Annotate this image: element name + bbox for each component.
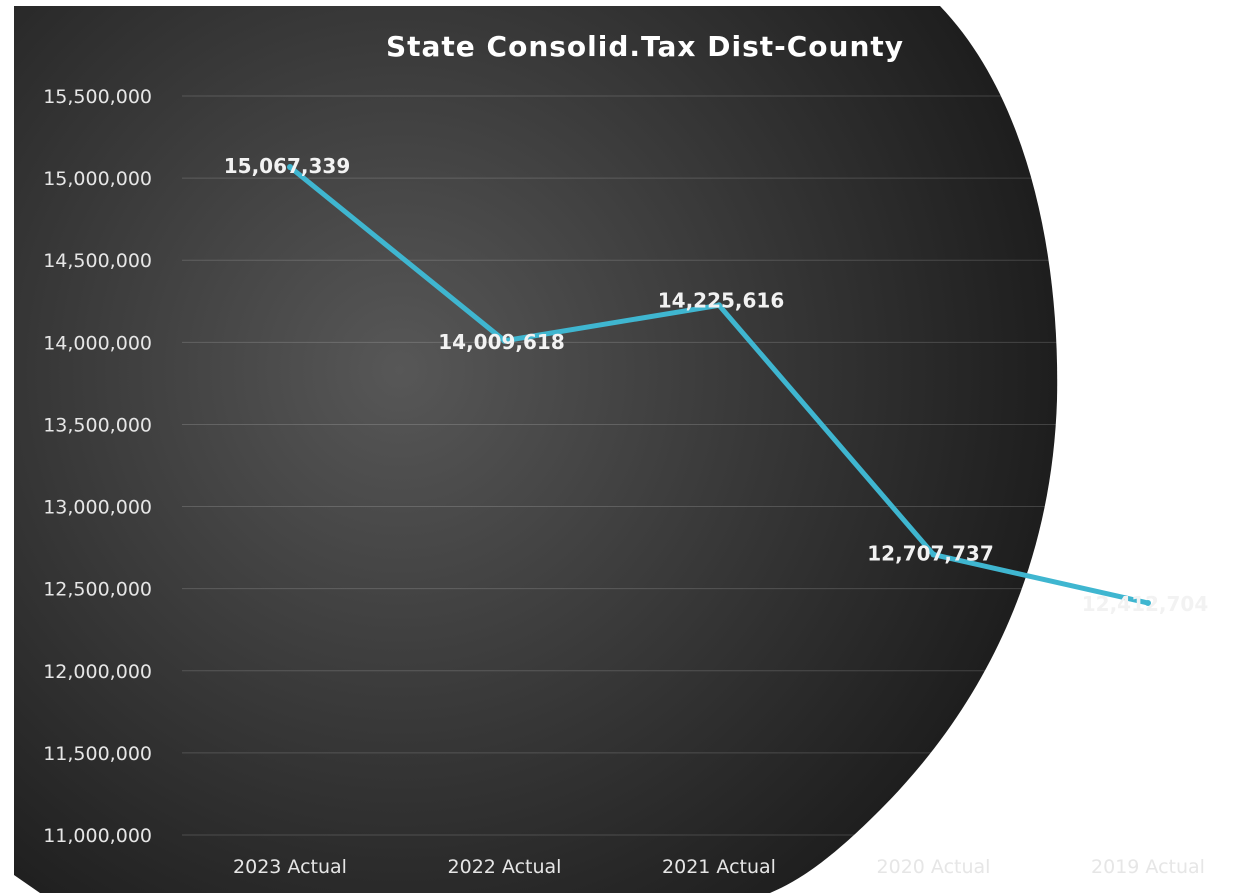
data-point xyxy=(287,164,293,171)
y-tick-label: 13,000,000 xyxy=(43,497,152,519)
series-line-group xyxy=(287,164,1151,607)
gridlines xyxy=(182,95,1245,836)
data-label: 14,225,616 xyxy=(658,288,785,312)
y-tick-label: 12,000,000 xyxy=(43,661,152,683)
y-tick-label: 15,000,000 xyxy=(43,168,152,190)
y-tick-label: 14,500,000 xyxy=(43,250,152,272)
y-tick-label: 15,500,000 xyxy=(43,86,152,108)
x-tick-label: 2019 Actual xyxy=(1091,856,1205,878)
data-point xyxy=(501,337,508,344)
data-point xyxy=(930,551,937,558)
x-axis: 2023 Actual 2022 Actual 2021 Actual 2020 Ac… xyxy=(233,856,1205,878)
y-tick-label: 12,500,000 xyxy=(43,579,152,601)
chart-background xyxy=(14,6,1058,893)
data-label: 15,067,339 xyxy=(224,154,351,178)
data-label: 12,412,704 xyxy=(1082,592,1209,616)
x-tick-label: 2020 Actual xyxy=(877,856,991,878)
x-tick-label: 2023 Actual xyxy=(233,856,347,878)
chart-title: State Consolid.Tax Dist-County xyxy=(386,30,904,63)
data-labels: 15,067,339 14,009,618 14,225,616 12,707,737… xyxy=(224,154,1209,616)
y-tick-label: 13,500,000 xyxy=(43,414,152,436)
data-label: 12,707,737 xyxy=(867,542,994,566)
y-tick-label: 14,000,000 xyxy=(43,332,152,354)
y-axis: 11,000,000 11,500,000 12,000,000 12,500,000… xyxy=(43,86,152,847)
x-tick-label: 2021 Actual xyxy=(662,856,776,878)
data-point xyxy=(716,302,722,309)
x-tick-label: 2022 Actual xyxy=(448,856,562,878)
data-label: 14,009,618 xyxy=(438,330,565,354)
data-point xyxy=(1145,600,1151,607)
y-tick-label: 11,500,000 xyxy=(43,743,152,765)
y-tick-label: 11,000,000 xyxy=(43,825,152,847)
